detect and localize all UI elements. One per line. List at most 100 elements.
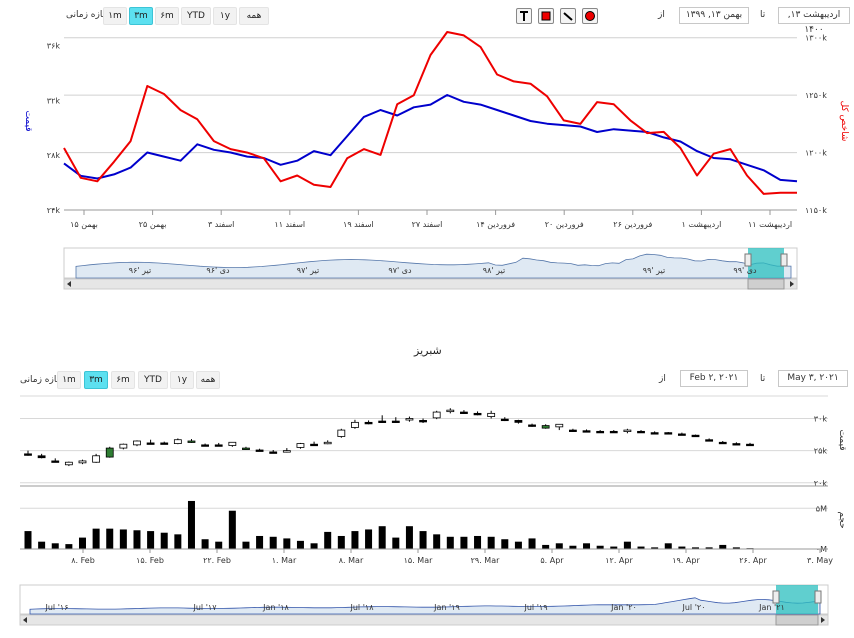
x-tick-label: اسفند ۱۱ [274, 220, 305, 229]
candle-body [24, 453, 32, 456]
navigator-tick-label: دی '۹۹ [733, 266, 757, 275]
candle-body [582, 430, 591, 433]
candle-body [364, 421, 373, 425]
to-date-input[interactable]: اردیبهشت ۱۳, ۱۴۰۰ [778, 7, 850, 35]
y-left-tick-label: ۳۶k [47, 42, 61, 51]
volume-bar [542, 544, 550, 549]
volume-bar [678, 546, 686, 549]
volume-bar [446, 536, 454, 549]
range-button-all[interactable]: همه [239, 7, 269, 25]
scrollbar-track [19, 614, 829, 626]
volume-bar [419, 531, 427, 549]
navigator-tick-label: Jul '۱۸ [350, 603, 375, 612]
volume-bar [569, 545, 577, 549]
candle-body [487, 412, 496, 417]
scrollbar-thumb [747, 278, 785, 290]
volume-bar [201, 539, 209, 549]
x-tick-label: ۸. Feb [71, 556, 95, 565]
candle-body [242, 447, 250, 450]
candle-body [269, 451, 278, 454]
x-tick-label: ۱۲. Apr [605, 556, 633, 565]
rectangle-tool-icon[interactable] [538, 8, 554, 24]
range-button-ytd[interactable]: YTD [181, 7, 211, 25]
y-left-tick-label: ۲۸k [47, 151, 61, 160]
volume-bar [651, 547, 659, 549]
to-date-input[interactable]: May ۳, ۲۰۲۱ [778, 370, 848, 387]
range-button-ytd[interactable]: YTD [138, 371, 168, 389]
range-button-3m[interactable]: ۳m [129, 7, 153, 25]
volume-bar [324, 531, 332, 549]
x-tick-label: ۲۹. Mar [471, 556, 500, 565]
scroll-right-arrow-icon [790, 281, 794, 287]
volume-bar [187, 500, 195, 549]
line-tool-icon[interactable] [560, 8, 576, 24]
volume-bar [119, 529, 127, 549]
volume-bar [583, 543, 591, 549]
text-tool-icon[interactable] [516, 8, 532, 24]
candle-body [541, 425, 550, 429]
volume-bar [174, 534, 182, 549]
y-right-tick-label: ۱۳۰۰k [805, 34, 827, 43]
range-button-3m[interactable]: ۳m [84, 371, 108, 389]
x-tick-label: فروردین ۲۶ [613, 220, 652, 229]
volume-bar [692, 547, 700, 549]
candle-body [691, 434, 700, 438]
volume-bar [637, 546, 645, 549]
navigator-tick-label: Jan '۲۱ [758, 603, 785, 612]
range-button-1y[interactable]: ۱y [213, 7, 237, 25]
range-button-all[interactable]: همه [196, 371, 220, 389]
volume-tick-label: ۵M [816, 504, 827, 513]
x-tick-label: ۱۵. Feb [136, 556, 164, 565]
volume-bar [256, 535, 264, 549]
from-date-input[interactable]: Feb ۲, ۲۰۲۱ [680, 370, 748, 387]
candle-body [37, 455, 46, 459]
series-line-2 [63, 31, 797, 195]
price-tick-label: ۲۰k [814, 479, 828, 488]
x-tick-label: اردیبهشت ۱ [681, 220, 721, 229]
price-axis-title: قیمت [837, 429, 847, 450]
volume-bar [392, 537, 400, 549]
candle-body [351, 421, 359, 428]
x-tick-label: ۳. May [807, 556, 833, 565]
range-button-6m[interactable]: ۶m [155, 7, 179, 25]
x-tick-label: اردیبهشت ۱۱ [748, 220, 792, 229]
y-left-axis-title: قیمت [23, 110, 33, 131]
navigator-handle [772, 590, 780, 604]
candle-body [64, 461, 73, 466]
candle-body [173, 439, 182, 444]
volume-bar [78, 537, 86, 549]
range-button-6m[interactable]: ۶m [111, 371, 135, 389]
candle-body [637, 430, 645, 434]
to-label: تا [760, 10, 766, 20]
volume-bar [228, 510, 236, 549]
candle-body [555, 423, 564, 428]
volume-bar [106, 528, 114, 549]
chart1-plot: ۱۱۵۰k ۱۲۰۰k ۱۲۵۰k ۱۳۰۰k ۲۴k ۲۸k ۳۲k ۳۶k قیمت شاخص… [23, 31, 849, 290]
candle-body [296, 443, 305, 448]
volume-bar [719, 544, 727, 549]
scroll-left-arrow-icon [67, 281, 71, 287]
scroll-left-arrow-icon [23, 617, 27, 623]
navigator-handle [744, 253, 752, 267]
candle-body [596, 430, 605, 434]
candle-body [473, 412, 482, 416]
range-button-1m[interactable]: ۱m [103, 7, 127, 25]
y-left-tick-label: ۳۲k [47, 96, 61, 105]
circle-tool-icon[interactable] [582, 8, 598, 24]
x-tick-label: بهمن ۲۵ [139, 220, 167, 229]
volume-bar [555, 543, 563, 549]
volume-bar [474, 535, 482, 549]
candle-body [133, 440, 141, 446]
from-date-input[interactable]: بهمن ۱۳, ۱۳۹۹ [679, 7, 749, 24]
volume-bar [664, 543, 672, 549]
range-button-1y[interactable]: ۱y [170, 371, 194, 389]
range-button-1m[interactable]: ۱m [57, 371, 81, 389]
from-label: از [659, 374, 666, 384]
price-tick-label: ۲۵k [814, 447, 828, 456]
candle-body [528, 424, 536, 427]
chart2-title: شبریز [414, 344, 442, 357]
volume-bar [160, 532, 168, 549]
volume-bar [405, 526, 413, 549]
volume-bar [351, 531, 359, 549]
